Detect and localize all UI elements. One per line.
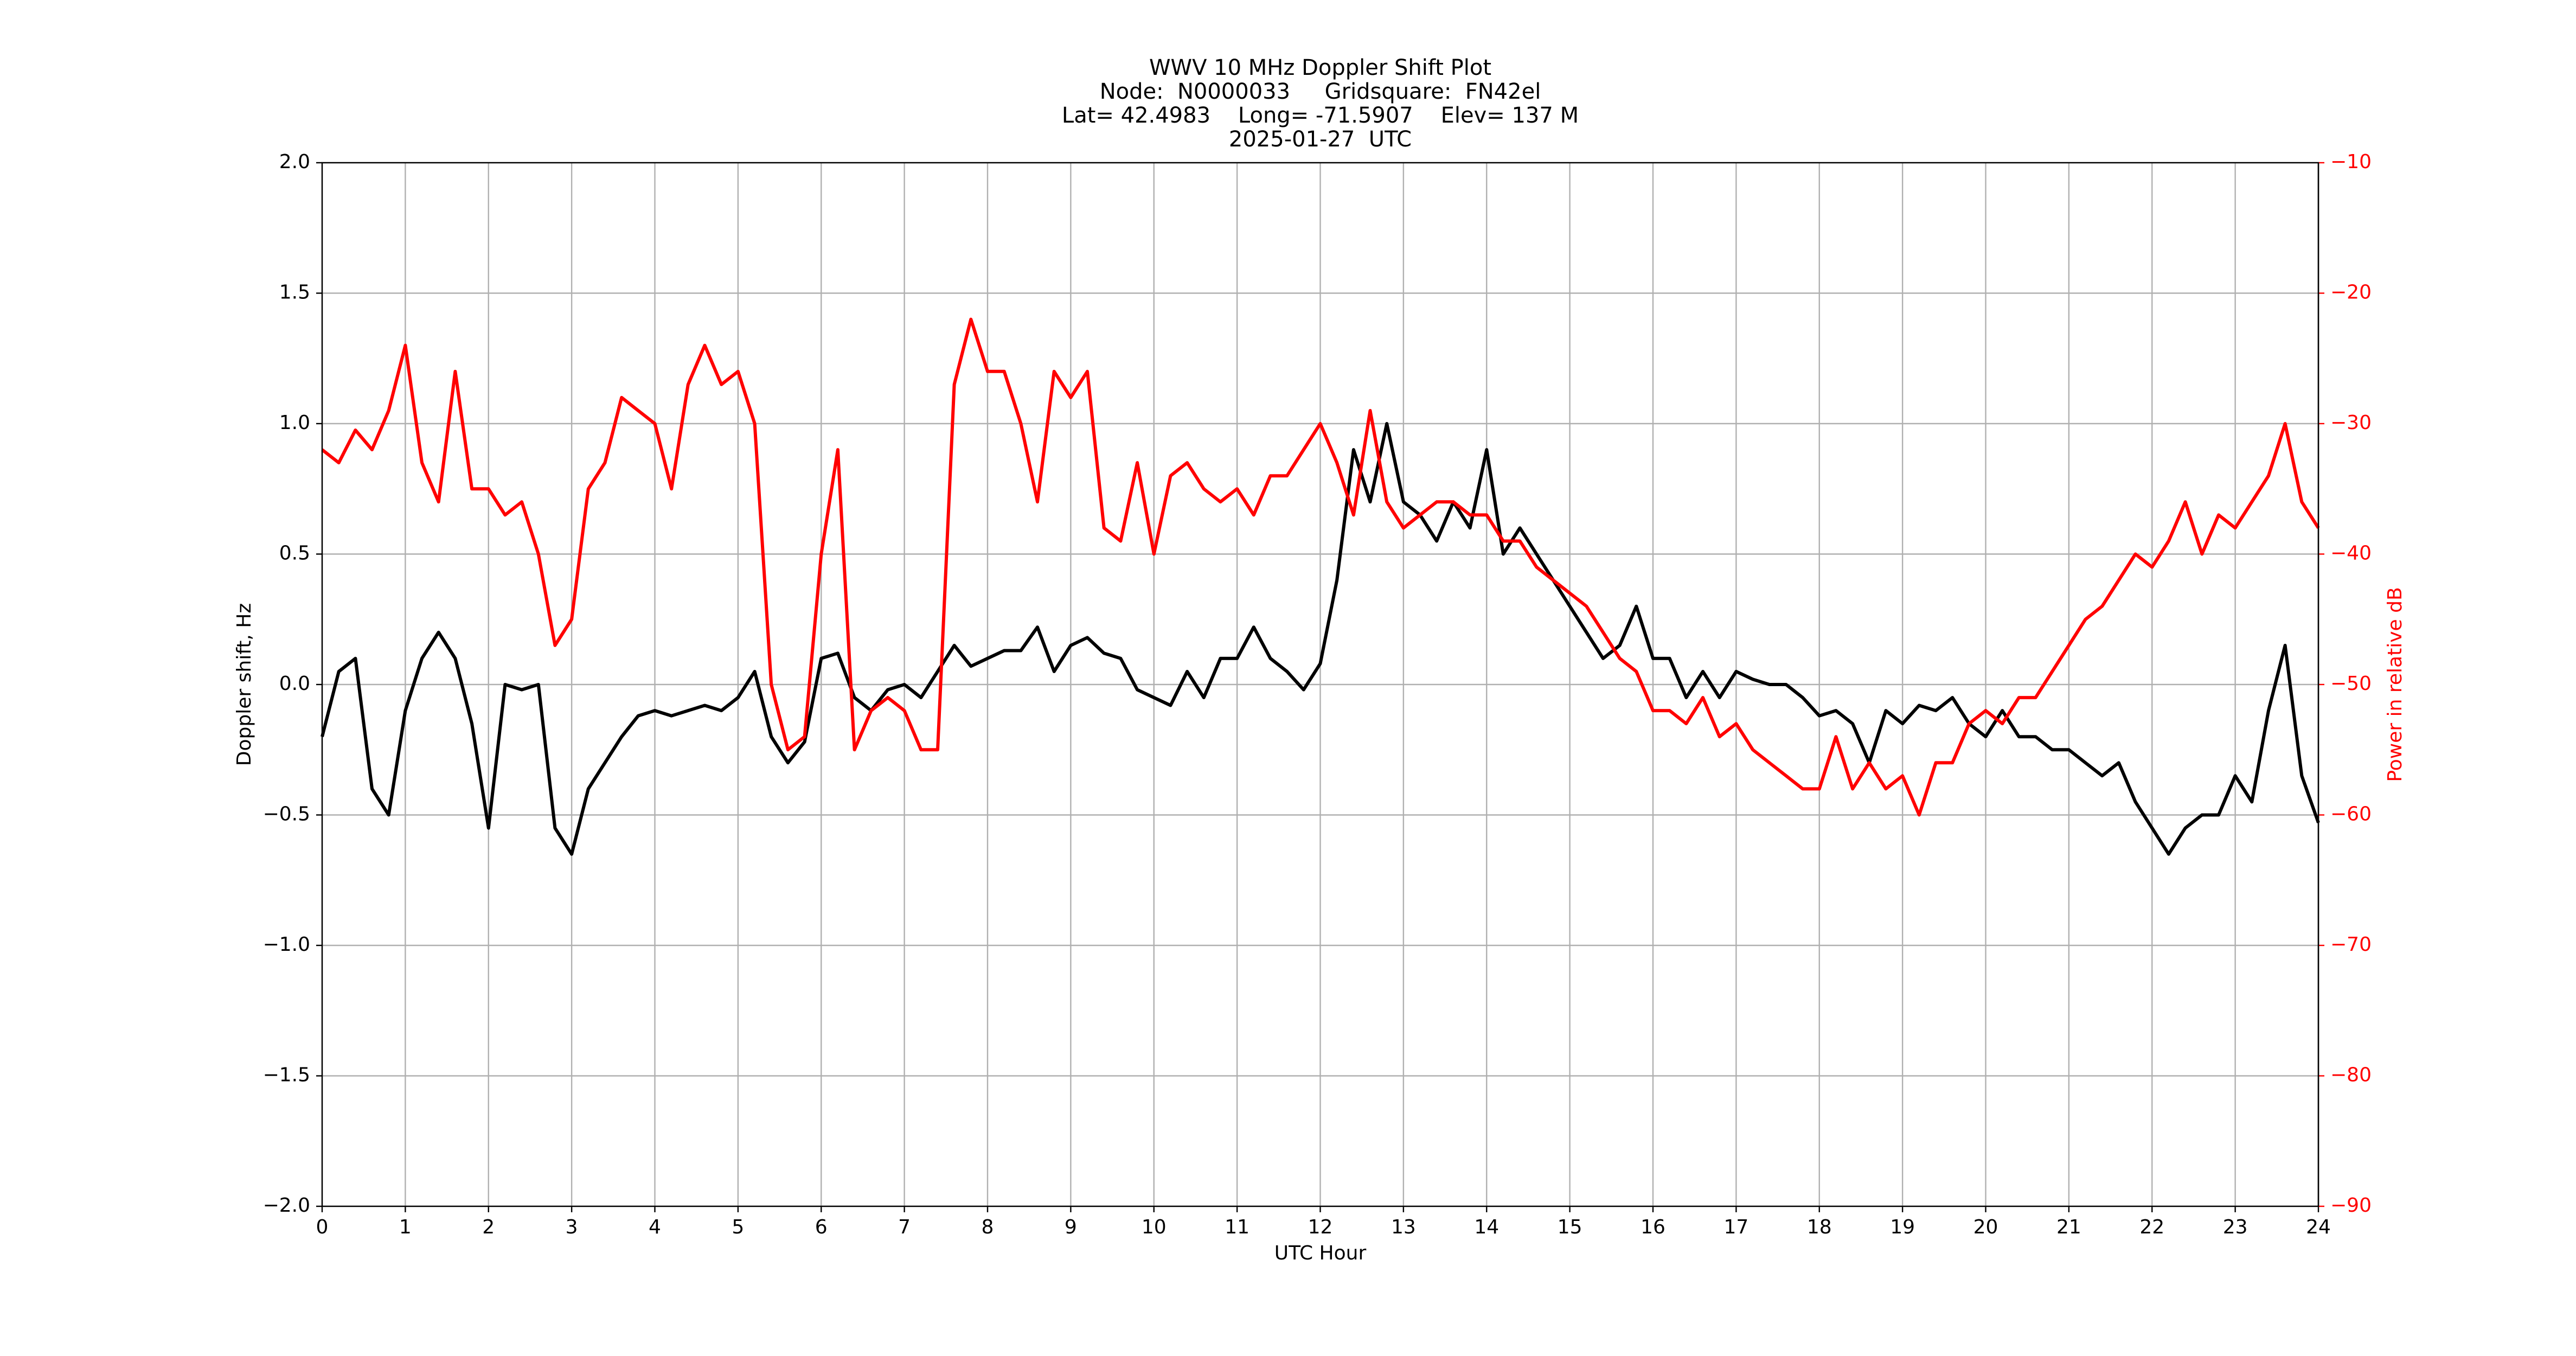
x-tick-label: 11 bbox=[1225, 1216, 1249, 1238]
y2-tick-label: −40 bbox=[2330, 542, 2372, 565]
y-tick-label: 1.5 bbox=[279, 282, 310, 304]
x-tick-label: 21 bbox=[2056, 1216, 2081, 1238]
y-tick-label: 0.0 bbox=[279, 673, 310, 695]
x-tick-label: 24 bbox=[2306, 1216, 2331, 1238]
chart-title: 2025-01-27 UTC bbox=[1229, 127, 1412, 152]
x-tick-label: 20 bbox=[1973, 1216, 1998, 1238]
y2-tick-label: −30 bbox=[2330, 412, 2372, 434]
x-tick-label: 2 bbox=[482, 1216, 495, 1238]
chart-title: Lat= 42.4983 Long= -71.5907 Elev= 137 M bbox=[1062, 103, 1579, 128]
x-tick-label: 6 bbox=[815, 1216, 828, 1238]
x-tick-label: 4 bbox=[649, 1216, 661, 1238]
x-axis-label: UTC Hour bbox=[1274, 1242, 1367, 1264]
x-tick-label: 5 bbox=[732, 1216, 744, 1238]
y-tick-label: −2.0 bbox=[263, 1194, 310, 1217]
y-axis-label: Doppler shift, Hz bbox=[233, 603, 255, 766]
x-tick-label: 12 bbox=[1308, 1216, 1333, 1238]
y2-tick-label: −70 bbox=[2330, 933, 2372, 956]
x-tick-label: 23 bbox=[2223, 1216, 2248, 1238]
y2-tick-label: −60 bbox=[2330, 803, 2372, 826]
chart-title: WWV 10 MHz Doppler Shift Plot bbox=[1149, 55, 1491, 80]
y-tick-label: 1.0 bbox=[279, 412, 310, 434]
y-tick-label: −0.5 bbox=[263, 803, 310, 826]
x-tick-label: 14 bbox=[1474, 1216, 1499, 1238]
x-tick-label: 1 bbox=[399, 1216, 412, 1238]
x-tick-label: 16 bbox=[1641, 1216, 1665, 1238]
chart-title: Node: N0000033 Gridsquare: FN42el bbox=[1100, 79, 1541, 104]
y2-tick-label: −90 bbox=[2330, 1194, 2372, 1217]
series-line bbox=[321, 317, 2320, 817]
x-tick-label: 7 bbox=[898, 1216, 911, 1238]
y2-tick-label: −20 bbox=[2330, 282, 2372, 304]
y-tick-label: −1.0 bbox=[263, 933, 310, 956]
x-tick-label: 10 bbox=[1142, 1216, 1167, 1238]
y2-tick-label: −10 bbox=[2330, 151, 2372, 173]
y2-tick-label: −50 bbox=[2330, 673, 2372, 695]
series-line bbox=[321, 422, 2320, 856]
y2-axis-label: Power in relative dB bbox=[2384, 587, 2406, 782]
x-tick-label: 22 bbox=[2139, 1216, 2164, 1238]
y2-tick-label: −80 bbox=[2330, 1064, 2372, 1086]
y-tick-label: 0.5 bbox=[279, 542, 310, 565]
x-tick-label: 9 bbox=[1065, 1216, 1077, 1238]
x-tick-label: 15 bbox=[1558, 1216, 1582, 1238]
x-tick-label: 19 bbox=[1890, 1216, 1915, 1238]
x-tick-label: 18 bbox=[1807, 1216, 1832, 1238]
x-tick-label: 8 bbox=[982, 1216, 994, 1238]
x-tick-label: 13 bbox=[1391, 1216, 1416, 1238]
y-tick-label: 2.0 bbox=[279, 151, 310, 173]
x-tick-label: 0 bbox=[316, 1216, 329, 1238]
y-tick-label: −1.5 bbox=[263, 1064, 310, 1086]
x-tick-label: 3 bbox=[566, 1216, 578, 1238]
x-tick-label: 17 bbox=[1723, 1216, 1748, 1238]
